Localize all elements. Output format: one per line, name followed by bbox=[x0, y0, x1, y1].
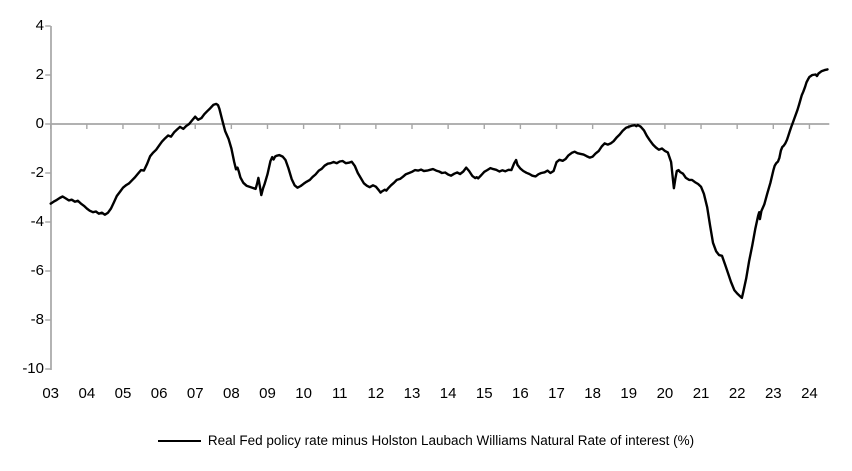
x-tick-label: 17 bbox=[548, 385, 565, 402]
y-tick-label: -8 bbox=[30, 311, 44, 328]
x-tick-label: 05 bbox=[114, 385, 132, 402]
x-tick-label: 07 bbox=[186, 385, 204, 402]
x-tick-label: 09 bbox=[259, 385, 276, 402]
x-tick-label: 18 bbox=[584, 385, 601, 402]
legend-line-swatch bbox=[157, 439, 201, 442]
y-tick-label: -6 bbox=[30, 262, 44, 279]
y-tick-label: -2 bbox=[30, 164, 44, 181]
x-tick-label: 16 bbox=[512, 385, 529, 402]
x-tick-label: 06 bbox=[150, 385, 168, 402]
y-tick-label: -10 bbox=[22, 360, 44, 377]
x-tick-label: 20 bbox=[656, 385, 674, 402]
x-tick-label: 03 bbox=[42, 385, 60, 402]
x-tick-label: 24 bbox=[801, 385, 818, 402]
x-tick-label: 11 bbox=[331, 385, 348, 402]
legend-label: Real Fed policy rate minus Holston Lauba… bbox=[207, 433, 695, 448]
x-tick-label: 15 bbox=[475, 385, 493, 402]
data-series-line bbox=[49, 68, 829, 300]
chart-legend: Real Fed policy rate minus Holston Lauba… bbox=[0, 433, 852, 448]
y-tick-label: 2 bbox=[35, 66, 44, 83]
x-tick-label: 04 bbox=[78, 385, 96, 402]
x-tick-label: 19 bbox=[620, 385, 638, 402]
y-tick-label: 0 bbox=[35, 115, 44, 132]
x-tick-label: 23 bbox=[764, 385, 782, 402]
x-tick-label: 14 bbox=[439, 385, 457, 402]
x-tick-label: 21 bbox=[692, 385, 710, 402]
y-tick-label: -4 bbox=[30, 213, 44, 230]
y-tick-label: 4 bbox=[35, 17, 44, 34]
x-tick-label: 12 bbox=[367, 385, 385, 402]
x-tick-label: 08 bbox=[223, 385, 240, 402]
x-tick-label: 22 bbox=[728, 385, 746, 402]
x-tick-label: 13 bbox=[403, 385, 421, 402]
x-tick-label: 10 bbox=[295, 385, 312, 402]
